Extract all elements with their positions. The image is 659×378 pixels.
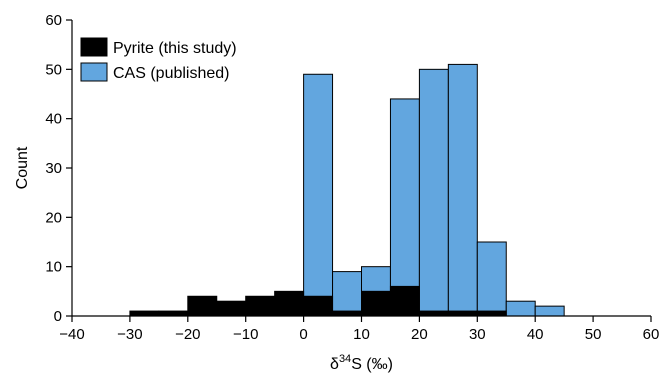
- pyrite-bar-5: [274, 290, 305, 317]
- x-tick-label-5: 10: [353, 326, 370, 343]
- x-tick-label-1: −30: [117, 326, 142, 343]
- cas-bar-13: [505, 300, 536, 317]
- y-tick-label-1: 10: [45, 259, 62, 276]
- legend-swatch-cas: [80, 62, 108, 82]
- cas-bar-14: [534, 305, 565, 317]
- pyrite-bar-0: [129, 310, 160, 317]
- cas-bar-12: [476, 241, 507, 317]
- x-tick-label-9: 50: [585, 326, 602, 343]
- x-tick-label-8: 40: [527, 326, 544, 343]
- x-tick-label-2: −20: [175, 326, 200, 343]
- y-tick-label-2: 20: [45, 209, 62, 226]
- y-tick-label-3: 30: [45, 160, 62, 177]
- pyrite-bar-4: [245, 295, 276, 317]
- legend-swatch-pyrite: [80, 37, 108, 57]
- bars-layer: [129, 63, 565, 317]
- y-tick-label-0: 0: [54, 308, 62, 325]
- x-axis-title-rest: S (‰): [351, 356, 393, 373]
- cas-bar-7: [332, 271, 362, 317]
- x-tick-label-10: 60: [643, 326, 659, 343]
- pyrite-bar-8: [361, 290, 391, 317]
- y-axis-title: Count: [14, 146, 31, 189]
- pyrite-bar-7: [332, 310, 362, 317]
- x-tick-label-4: 0: [299, 326, 307, 343]
- legend-label-cas: CAS (published): [113, 65, 230, 82]
- pyrite-bar-10: [418, 310, 449, 317]
- cas-bar-9: [389, 98, 420, 317]
- x-axis-title-superscript: 34: [339, 353, 351, 365]
- pyrite-bar-1: [158, 310, 189, 317]
- legend-label-pyrite: Pyrite (this study): [113, 40, 237, 57]
- pyrite-bar-11: [447, 310, 478, 317]
- pyrite-bar-12: [476, 310, 507, 317]
- legend: Pyrite (this study) CAS (published): [80, 37, 237, 82]
- pyrite-bar-3: [216, 300, 247, 317]
- cas-bar-6: [303, 73, 334, 317]
- x-tick-label-7: 30: [469, 326, 486, 343]
- pyrite-bar-9: [389, 285, 420, 317]
- pyrite-bar-2: [187, 295, 218, 317]
- axes-layer: −40 −30 −20 −10 0 10 20 30 40 50 60 0 10 20 30 40 50 60: [45, 12, 659, 343]
- y-tick-label-4: 40: [45, 111, 62, 128]
- x-tick-label-3: −10: [233, 326, 258, 343]
- cas-bar-10: [418, 68, 449, 317]
- pyrite-bar-6: [303, 295, 334, 317]
- y-tick-label-5: 50: [45, 61, 62, 78]
- x-axis-title: δ34S (‰): [330, 353, 393, 373]
- x-tick-label-6: 20: [411, 326, 428, 343]
- cas-bar-11: [447, 63, 478, 317]
- x-axis-title-base: δ: [330, 356, 339, 373]
- y-tick-label-6: 60: [45, 12, 62, 29]
- x-tick-label-0: −40: [59, 326, 84, 343]
